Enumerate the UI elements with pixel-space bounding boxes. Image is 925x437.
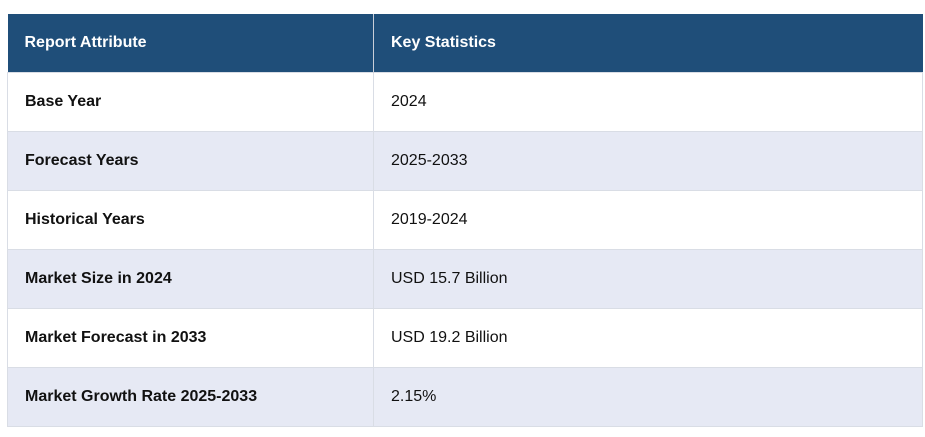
table-row: Market Forecast in 2033 USD 19.2 Billion	[7, 307, 923, 368]
row-attribute: Market Size in 2024	[7, 248, 374, 309]
table-row: Base Year 2024	[7, 71, 923, 132]
row-attribute: Historical Years	[7, 189, 374, 250]
row-attribute: Market Growth Rate 2025-2033	[7, 366, 374, 427]
row-value: USD 19.2 Billion	[373, 307, 923, 368]
table-row: Market Size in 2024 USD 15.7 Billion	[7, 248, 923, 309]
report-attributes-table-container: Report Attribute Key Statistics Base Yea…	[7, 14, 923, 427]
row-value: 2024	[373, 71, 923, 132]
row-attribute: Market Forecast in 2033	[7, 307, 374, 368]
row-attribute: Forecast Years	[7, 130, 374, 191]
table-header-row: Report Attribute Key Statistics	[7, 14, 923, 72]
report-attributes-table: Report Attribute Key Statistics Base Yea…	[7, 14, 923, 427]
table-row: Market Growth Rate 2025-2033 2.15%	[7, 366, 923, 427]
row-value: USD 15.7 Billion	[373, 248, 923, 309]
table-row: Historical Years 2019-2024	[7, 189, 923, 250]
header-report-attribute: Report Attribute	[7, 14, 374, 72]
header-key-statistics: Key Statistics	[373, 14, 923, 72]
row-value: 2019-2024	[373, 189, 923, 250]
row-value: 2.15%	[373, 366, 923, 427]
table-row: Forecast Years 2025-2033	[7, 130, 923, 191]
row-value: 2025-2033	[373, 130, 923, 191]
row-attribute: Base Year	[7, 71, 374, 132]
